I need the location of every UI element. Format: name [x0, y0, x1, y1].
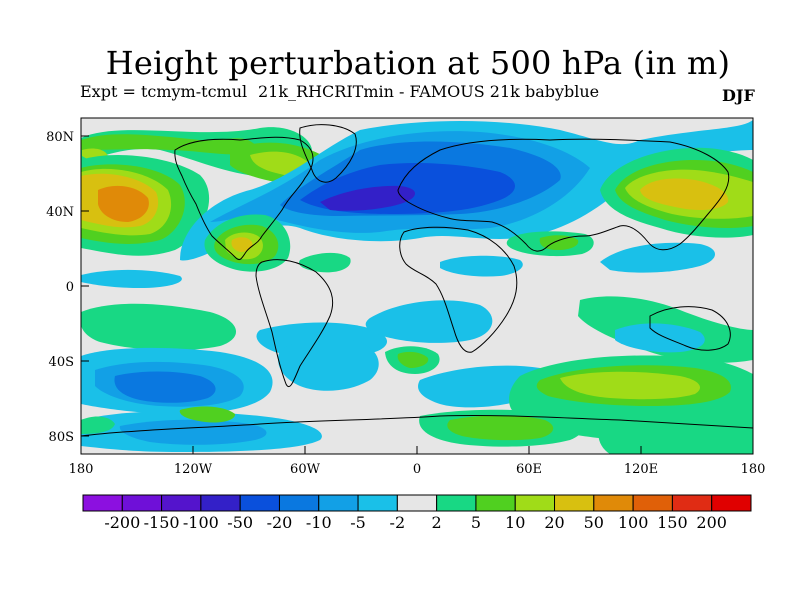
contour-neg50-natlantic: [320, 185, 415, 211]
y-tick-label: 80N: [46, 130, 74, 145]
colorbar: -200 -150 -100 -50 -20 -10 -5 -2 2 5 10 20 50 100 150 2…: [82, 494, 752, 532]
colorbar-label: -150: [144, 513, 180, 532]
x-tick-label: 180: [741, 462, 766, 477]
experiment-label: Expt = tcmym-tcmul: [80, 82, 248, 101]
contour-pos2-antarctic-c: [598, 421, 753, 454]
colorbar-swatch: [278, 494, 320, 512]
contour-pos5-satlantic-mid: [397, 351, 429, 368]
contour-neg2-indian: [615, 323, 705, 353]
colorbar-label: 5: [471, 513, 481, 532]
colorbar-label: -20: [267, 513, 293, 532]
season-label: DJF: [722, 86, 755, 105]
colorbar-swatch: [554, 494, 595, 512]
coastlines: [81, 124, 753, 437]
colorbar-swatch: [82, 494, 123, 512]
axis-ticks: [80, 135, 754, 454]
colorbar-swatch: [239, 494, 280, 512]
coastline-north-america: [174, 136, 314, 261]
contour-neg2-tropics-a: [440, 255, 523, 277]
colorbar-swatch: [357, 494, 398, 512]
colorbar-swatch: [475, 494, 516, 512]
contour-pos5-antarctic-b: [447, 415, 554, 441]
contour-neg2-satlantic-mid: [278, 337, 379, 391]
coastline-australia: [649, 306, 731, 351]
colorbar-label: 100: [618, 513, 649, 532]
contour-neg2-satlantic: [365, 300, 493, 343]
contour-pos5-mideast: [539, 235, 579, 250]
contour-neg2-tropics-b: [600, 242, 715, 273]
contour-pos5-antarctic-small: [179, 406, 236, 423]
colorbar-label: -200: [104, 513, 140, 532]
experiment-description: 21k_RHCRITmin - FAMOUS 21k babyblue: [258, 82, 600, 101]
chart-title: Height perturbation at 500 hPa (in m): [105, 44, 731, 82]
colorbar-label: 2: [432, 513, 442, 532]
contour-pos50-npac: [98, 185, 149, 222]
colorbar-swatch: [436, 494, 477, 512]
contour-pos20-caribbean: [231, 237, 253, 252]
colorbar-swatch: [318, 494, 359, 512]
x-axis-labels: 180 120W 60W 0 60E 120E 180: [69, 462, 766, 477]
colorbar-swatch: [121, 494, 163, 512]
colorbar-swatch: [593, 494, 634, 512]
colorbar-label: -50: [227, 513, 253, 532]
contour-pos2-spac: [81, 303, 237, 351]
x-tick-label: 60W: [290, 462, 321, 477]
x-tick-label: 180: [69, 462, 94, 477]
x-tick-label: 120W: [174, 462, 213, 477]
contour-neg10-sopac: [114, 371, 216, 403]
colorbar-label: 10: [505, 513, 525, 532]
contour-pos5-arctic: [81, 134, 260, 155]
y-axis-labels: 80N 40N 0 40S 80S: [46, 130, 74, 445]
colorbar-label: -2: [390, 513, 406, 532]
contour-pos2-antarctic-a: [81, 416, 115, 434]
x-tick-label: 60E: [516, 462, 542, 477]
colorbar-label: 200: [696, 513, 727, 532]
contour-pos20-eastasia: [640, 178, 729, 210]
coastline-europe-asia: [397, 138, 730, 252]
colorbar-label: -10: [306, 513, 332, 532]
colorbar-swatch: [396, 494, 438, 512]
colorbar-swatch: [632, 494, 673, 512]
colorbar-label: -100: [183, 513, 219, 532]
colorbar-label: 50: [584, 513, 604, 532]
coastline-antarctica: [81, 414, 753, 437]
coastline-south-america: [255, 259, 334, 388]
contour-neg2-tropics-c: [81, 269, 182, 288]
colorbar-label: 20: [544, 513, 564, 532]
coastline-greenland: [299, 124, 357, 183]
y-tick-label: 40S: [49, 355, 74, 370]
coastline-africa: [399, 226, 518, 353]
contour-pos2-tropics-a: [299, 252, 351, 273]
y-tick-label: 0: [66, 280, 74, 295]
colorbar-label: -5: [350, 513, 366, 532]
colorbar-swatch: [671, 494, 713, 512]
y-tick-label: 80S: [49, 430, 74, 445]
x-tick-label: 0: [413, 462, 421, 477]
y-tick-label: 40N: [46, 205, 74, 220]
colorbar-swatch: [161, 494, 202, 512]
colorbar-swatch: [514, 494, 556, 512]
colorbar-swatch: [200, 494, 241, 512]
contour-pos10-saustralia: [560, 371, 700, 400]
x-tick-label: 120E: [624, 462, 658, 477]
colorbar-swatch: [711, 494, 752, 512]
colorbar-label: 150: [657, 513, 688, 532]
contour-field: [81, 118, 753, 454]
